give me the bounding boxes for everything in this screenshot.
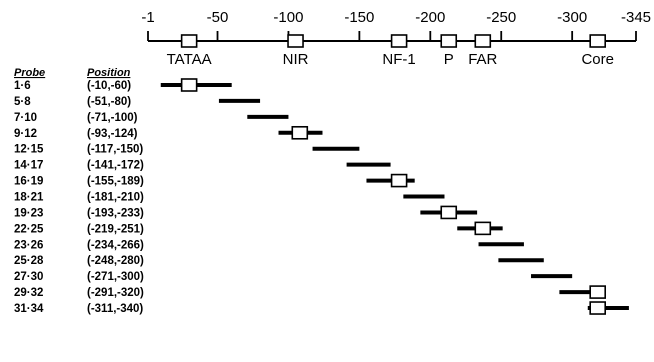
probe-position: (-248,-280) [87,255,144,267]
probe-name: 25·28 [14,255,44,267]
probe-position: (-271,-300) [87,271,144,283]
probe-row: 14·17 (-141,-172) [14,160,391,172]
probe-position: (-117,-150) [87,144,143,156]
probe-element-box [291,125,309,140]
probe-row: 23·26 (-234,-266) [14,239,524,251]
axis-tick-label: -100 [273,9,303,26]
element-box-p [440,34,458,48]
axis-tick-label: -250 [486,9,516,26]
probe-name: 27·30 [14,271,43,283]
probe-position: (-311,-340) [87,303,143,315]
probe-row: 25·28 (-248,-280) [14,255,544,267]
probe-position: (-10,-60) [87,80,131,92]
probe-position: (-155,-189) [87,176,144,188]
probe-row: 7·10 (-71,-100) [14,112,289,124]
probe-element-box [474,221,492,236]
axis-tick-label: -345 [621,9,651,26]
probe-name: 23·26 [14,239,43,251]
element-label: NF-1 [382,51,415,68]
element-box-nir [287,34,304,48]
element-label: Core [581,51,614,68]
probe-row: 1·6 (-10,-60) [14,78,232,92]
element-label: FAR [468,51,497,68]
element-box-core [589,34,606,48]
element-box-far [474,34,492,48]
probe-row: 19·23 (-193,-233) [14,205,478,220]
probe-name: 9·12 [14,128,37,140]
probe-position: (-51,-80) [87,96,131,108]
probe-row: 9·12 (-93,-124) [14,125,323,140]
probe-name: 16·19 [14,176,43,188]
probe-name: 18·21 [14,192,44,204]
probe-name: 14·17 [14,160,43,172]
element-box-nf-1 [390,34,408,48]
probe-element-box [589,301,606,315]
probe-element-box [440,205,458,220]
probe-row: 12·15 (-117,-150) [14,144,360,156]
probe-name: 5·8 [14,96,31,108]
probe-row: 27·30 (-271,-300) [14,271,573,283]
probe-name: 19·23 [14,207,43,219]
probe-rows: 1·6 (-10,-60)5·8 (-51,-80)7·10 (-71,-100)9·… [14,78,629,315]
probe-row: 16·19 (-155,-189) [14,173,415,188]
probe-row: 5·8 (-51,-80) [14,96,261,108]
probe-name: 12·15 [14,144,44,156]
axis-tick-label: -50 [207,9,229,26]
probe-element-box [589,285,606,299]
element-label: NIR [283,51,309,68]
probe-position: (-93,-124) [87,128,138,140]
probe-position: (-234,-266) [87,239,144,251]
probe-row: 22·25 (-219,-251) [14,221,503,236]
axis-tick-label: -150 [344,9,374,26]
probe-position: (-71,-100) [87,112,138,124]
probe-position: (-291,-320) [87,287,144,299]
probe-element-box [390,173,408,188]
probe-name: 1·6 [14,80,31,92]
promoter-elements: TATAA NIR NF-1 P FAR Core [167,34,614,68]
probe-position: (-193,-233) [87,207,144,219]
probe-row: 18·21 (-181,-210) [14,192,445,204]
probe-column-header: Probe [14,67,45,79]
element-label: P [444,51,454,68]
probe-position: (-219,-251) [87,223,144,235]
probe-position: (-181,-210) [87,192,144,204]
axis-ticks: -1 -50 -100 -150 -200 -250 -300 -345 [141,9,651,41]
probe-name: 22·25 [14,223,44,235]
probe-name: 29·32 [14,287,43,299]
element-label: TATAA [167,51,212,68]
position-column-header: Position [87,67,131,79]
probe-position: (-141,-172) [87,160,144,172]
axis-tick-label: -1 [141,9,154,26]
probe-name: 7·10 [14,112,37,124]
axis-tick-label: -200 [415,9,445,26]
probe-name: 31·34 [14,303,44,315]
probe-row: 31·34 (-311,-340) [14,301,629,315]
probe-element-box [180,78,198,92]
probe-row: 29·32 (-291,-320) [14,285,606,299]
axis-tick-label: -300 [557,9,587,26]
element-box-tataa [180,34,198,48]
